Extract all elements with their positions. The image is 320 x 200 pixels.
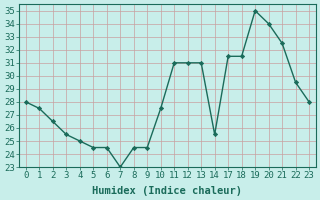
X-axis label: Humidex (Indice chaleur): Humidex (Indice chaleur)	[92, 186, 243, 196]
